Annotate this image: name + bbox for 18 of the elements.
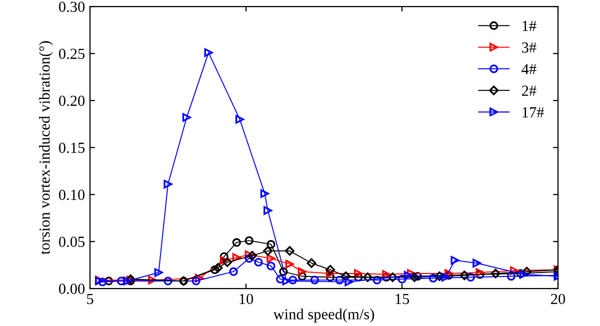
legend-label: 4# — [522, 64, 536, 74]
y-tick-label: 0.25 — [58, 48, 85, 60]
legend-label: 17# — [522, 107, 544, 118]
y-tick-label: 0.05 — [58, 236, 85, 248]
legend-label: 1# — [522, 20, 536, 31]
legend-label: 2# — [522, 86, 536, 96]
y-tick-label: 0.15 — [58, 142, 85, 154]
legend-label: 3# — [522, 42, 536, 53]
x-tick-label: 5 — [87, 294, 94, 304]
x-tick-label: 20 — [551, 294, 566, 304]
x-tick-label: 10 — [240, 294, 254, 304]
x-tick-label: 15 — [396, 294, 410, 304]
y-axis-title: torsion vortex-induced vibration(°) — [38, 41, 53, 254]
y-tick-label: 0.30 — [58, 2, 85, 12]
x-axis-title: wind speed(m/s) — [273, 308, 374, 322]
y-tick-label: 0.10 — [58, 190, 85, 200]
y-tick-label: 0.00 — [58, 284, 85, 294]
y-tick-label: 0.20 — [58, 96, 85, 106]
